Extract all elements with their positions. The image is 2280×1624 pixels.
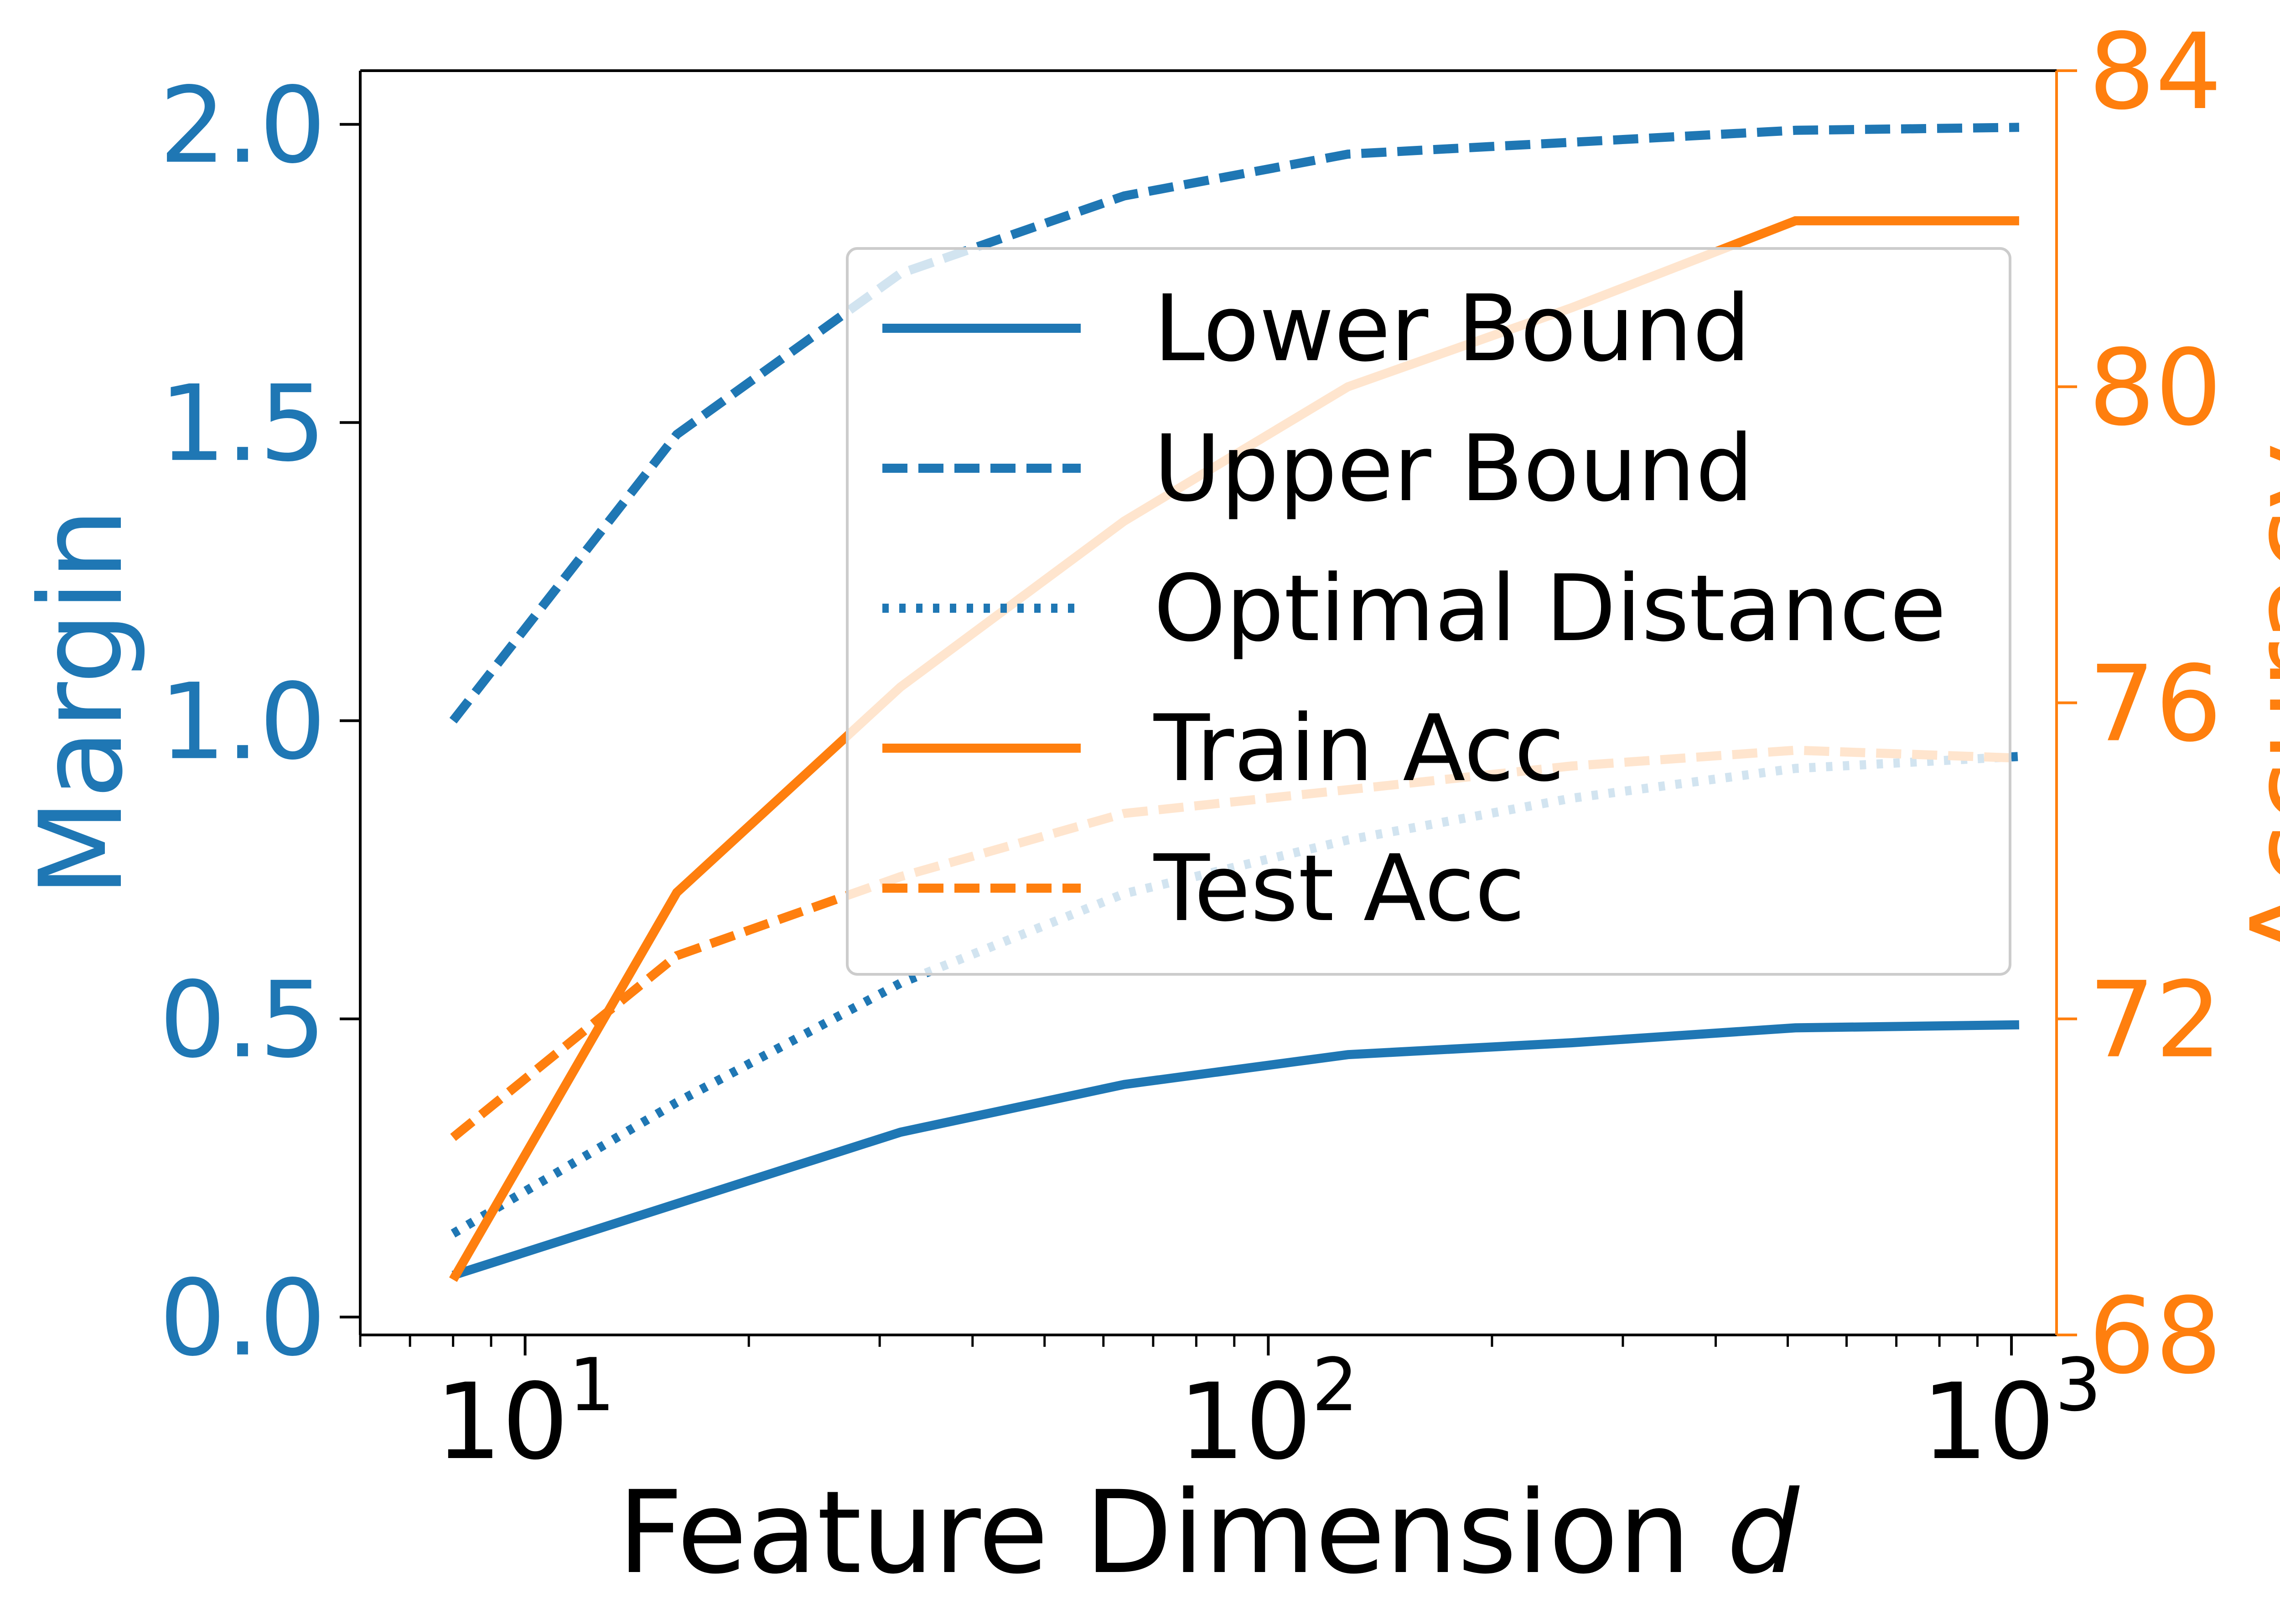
y-right-axis-label: Accuracy xyxy=(2227,442,2280,962)
y-right-tick-label: 80 xyxy=(2088,327,2222,449)
legend-box xyxy=(846,247,2011,976)
y-right-axis-ticks: 68 72 76 80 84 xyxy=(2057,11,2222,1397)
x-tick-label-exponent: 1 xyxy=(569,1342,615,1427)
x-tick-label: 102 xyxy=(1178,1342,1358,1483)
x-axis-label: Feature Dimension d xyxy=(617,1466,1800,1599)
series-line-lower-bound xyxy=(451,1020,2020,1280)
y-left-tick-label: 0.5 xyxy=(159,960,326,1081)
legend-label-test-acc: Test Acc xyxy=(1153,835,1525,942)
x-tick-label-base: 10 xyxy=(1178,1361,1312,1483)
y-left-axis-label: Margin xyxy=(15,508,148,897)
x-axis-label-text: Feature Dimension xyxy=(617,1466,1690,1599)
x-axis-label-variable: d xyxy=(1727,1466,1800,1599)
x-tick-label: 101 xyxy=(435,1342,615,1483)
y-left-axis-ticks: 0.0 0.5 1.0 1.5 2.0 xyxy=(159,65,360,1380)
x-tick-label-base: 10 xyxy=(1922,1361,2055,1483)
legend: Lower Bound Upper Bound Optimal Distance Tr… xyxy=(846,247,2011,976)
x-tick-label-exponent: 3 xyxy=(2055,1342,2102,1427)
series-line-upper-bound xyxy=(449,123,2020,724)
y-left-tick-label: 1.5 xyxy=(159,363,326,485)
y-right-tick-label: 76 xyxy=(2088,644,2222,765)
y-left-tick-label: 2.0 xyxy=(159,65,326,187)
legend-label-upper-bound: Upper Bound xyxy=(1154,415,1754,522)
y-left-tick-label: 0.0 xyxy=(159,1258,326,1380)
y-right-tick-label: 68 xyxy=(2088,1276,2222,1397)
y-right-tick-label: 72 xyxy=(2088,960,2222,1081)
x-axis-ticks: 101 102 103 xyxy=(359,1335,2101,1483)
x-tick-label-exponent: 2 xyxy=(1312,1342,1358,1427)
y-right-tick-label: 84 xyxy=(2088,11,2222,133)
legend-label-optimal-distance: Optimal Distance xyxy=(1154,555,1946,662)
legend-label-lower-bound: Lower Bound xyxy=(1154,275,1751,382)
x-tick-label-base: 10 xyxy=(435,1361,569,1483)
y-left-tick-label: 1.0 xyxy=(159,662,326,783)
x-tick-label: 103 xyxy=(1922,1342,2101,1483)
legend-label-train-acc: Train Acc xyxy=(1153,695,1565,802)
